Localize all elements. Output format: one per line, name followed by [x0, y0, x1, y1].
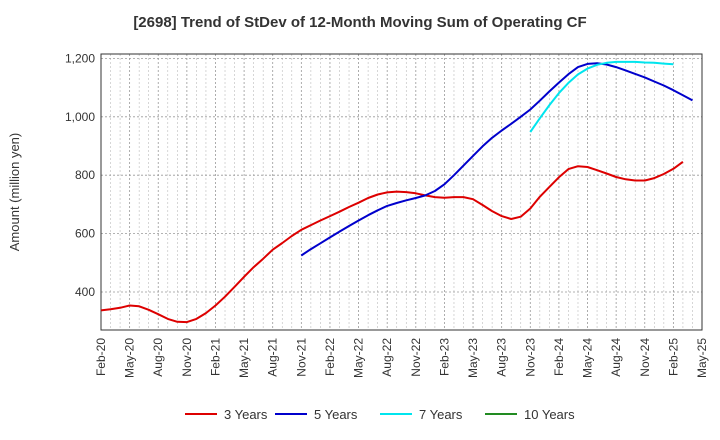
x-tick-label: Feb-21	[208, 338, 222, 376]
x-tick-label: Nov-21	[294, 338, 308, 377]
x-tick-label: May-21	[237, 338, 251, 378]
x-tick-label: Nov-20	[180, 338, 194, 377]
x-tick-label: Nov-23	[523, 338, 537, 377]
legend-item: 10 Years	[485, 407, 575, 422]
legend-label: 3 Years	[224, 407, 268, 422]
legend-label: 10 Years	[524, 407, 575, 422]
legend-label: 7 Years	[419, 407, 463, 422]
x-tick-label: May-20	[123, 338, 137, 378]
x-tick-label: Nov-24	[638, 338, 652, 377]
legend-item: 5 Years	[275, 407, 358, 422]
x-tick-label: Feb-24	[552, 338, 566, 376]
x-tick-label: Feb-25	[666, 338, 680, 376]
chart-title: [2698] Trend of StDev of 12-Month Moving…	[133, 14, 587, 31]
y-tick-label: 600	[75, 227, 95, 241]
series-line-5-years	[300, 62, 693, 257]
x-tick-label: Aug-24	[609, 338, 623, 377]
series-line-7-years	[529, 60, 674, 133]
series-layer	[100, 60, 693, 324]
y-axis-label: Amount (million yen)	[7, 133, 22, 252]
x-tick-label: Feb-22	[323, 338, 337, 376]
x-tick-label: May-24	[581, 338, 595, 378]
y-tick-label: 1,000	[65, 110, 95, 124]
x-tick-label: Aug-23	[495, 338, 509, 377]
x-tick-label: Nov-22	[409, 338, 423, 377]
x-tick-label: May-23	[466, 338, 480, 378]
x-tick-label: Aug-22	[380, 338, 394, 377]
legend-item: 7 Years	[380, 407, 463, 422]
plot-frame	[100, 53, 703, 331]
legend: 3 Years 5 Years 7 Years 10 Years	[185, 407, 575, 422]
y-tick-label: 800	[75, 168, 95, 182]
x-tick-label: Aug-21	[266, 338, 280, 377]
x-tick-label: May-25	[695, 338, 709, 378]
x-tick-label: Feb-23	[437, 338, 451, 376]
x-tick-labels: Feb-20 May-20 Aug-20 Nov-20 Feb-21 May-21 Aug-…	[94, 338, 709, 378]
x-tick-label: Aug-20	[151, 338, 165, 377]
x-tick-label: May-22	[352, 338, 366, 378]
x-tick-label: Feb-20	[94, 338, 108, 376]
legend-item: 3 Years	[185, 407, 268, 422]
y-tick-label: 1,200	[65, 51, 95, 65]
y-tick-label: 400	[75, 285, 95, 299]
y-tick-labels: 400 600 800 1,000 1,200	[65, 51, 95, 299]
series-line-3-years	[100, 160, 684, 324]
legend-label: 5 Years	[314, 407, 358, 422]
